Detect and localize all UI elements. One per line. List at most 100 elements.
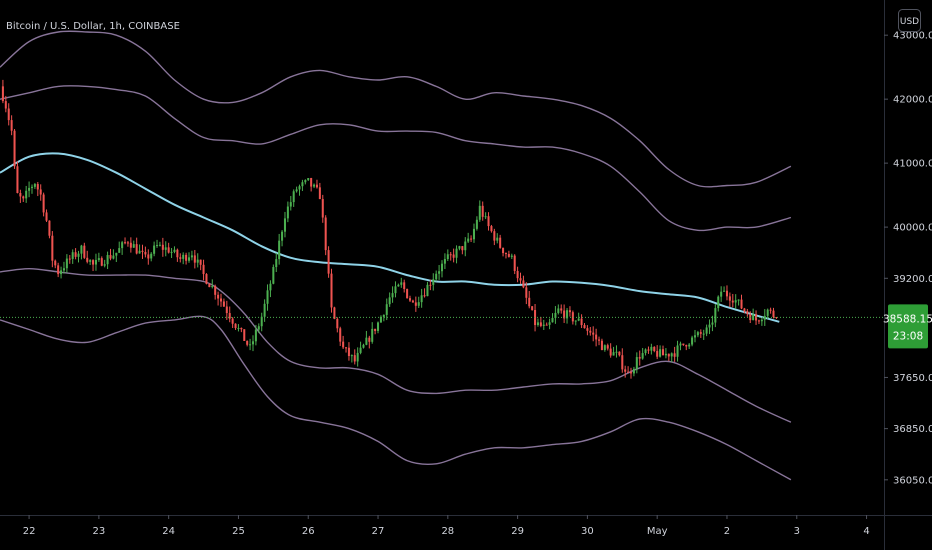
candle-body xyxy=(464,241,467,251)
candle-body xyxy=(289,202,292,207)
candle-body xyxy=(347,347,350,357)
price-tick-label: 36050.00 xyxy=(893,475,932,486)
candle-body xyxy=(406,289,409,299)
candle-body xyxy=(647,349,650,351)
candle-body xyxy=(62,268,65,271)
candle-body xyxy=(275,259,278,268)
candle-body xyxy=(699,332,702,334)
candle-body xyxy=(408,298,412,301)
candle-body xyxy=(315,184,318,188)
candle-body xyxy=(292,191,295,203)
candle-body xyxy=(757,320,760,322)
candle-body xyxy=(4,101,7,109)
candle-body xyxy=(112,255,115,259)
candle-body xyxy=(103,264,106,266)
candle-body xyxy=(118,248,121,253)
candle-body xyxy=(554,312,557,318)
candle-body xyxy=(702,333,705,335)
candle-body xyxy=(481,205,484,217)
candle-body xyxy=(106,255,109,265)
candle-body xyxy=(711,322,714,325)
candle-body xyxy=(566,310,569,319)
candle-body xyxy=(182,254,185,259)
candle-body xyxy=(440,263,444,272)
candle-body xyxy=(237,327,240,329)
candle-body xyxy=(57,265,60,275)
candle-body xyxy=(144,251,147,255)
candle-body xyxy=(33,184,36,187)
candle-body xyxy=(629,372,633,374)
candle-body xyxy=(193,255,196,263)
candle-body xyxy=(350,355,353,357)
candle-body xyxy=(51,235,54,261)
candle-body xyxy=(595,334,598,340)
candle-body xyxy=(487,216,490,227)
candle-body xyxy=(551,317,554,323)
candle-body xyxy=(94,259,97,265)
ma-line xyxy=(0,152,780,323)
candle-body xyxy=(356,352,359,362)
time-axis[interactable]: 22 23 24 25 26 27 28 29 30 May 2 3 4 xyxy=(23,515,870,537)
candle-body xyxy=(342,341,345,348)
candle-body xyxy=(560,308,563,311)
candle-body xyxy=(519,278,522,281)
candle-body xyxy=(124,242,127,244)
candle-body xyxy=(339,328,342,342)
candle-body xyxy=(659,349,662,357)
candle-body xyxy=(126,242,129,244)
candle-body xyxy=(635,357,638,369)
candle-body xyxy=(240,327,243,330)
time-tick-label: 30 xyxy=(581,526,594,537)
candle-body xyxy=(592,332,595,335)
candle-body xyxy=(77,253,80,257)
candle-body xyxy=(615,351,618,353)
time-tick-label: 25 xyxy=(232,526,245,537)
candle-body xyxy=(563,310,566,319)
candle-body xyxy=(536,322,539,326)
candle-body xyxy=(170,251,173,253)
candle-body xyxy=(266,290,269,304)
candle-body xyxy=(217,294,220,299)
candle-body xyxy=(371,328,374,342)
candle-body xyxy=(121,242,124,249)
candle-body xyxy=(682,343,685,346)
price-axis[interactable]: 43000.00 42000.00 41000.00 40000.00 39200.00… xyxy=(884,31,932,487)
candle-body xyxy=(723,290,726,292)
candle-body xyxy=(141,250,144,252)
candle-body xyxy=(138,250,141,254)
candle-body xyxy=(365,337,368,345)
candle-body xyxy=(641,353,644,359)
candle-body xyxy=(10,120,13,131)
candle-body xyxy=(743,308,746,312)
candle-body xyxy=(22,196,25,199)
band-upper-inner xyxy=(0,85,792,232)
candle-body xyxy=(612,352,615,356)
candle-body xyxy=(452,254,455,258)
candle-body xyxy=(714,308,717,323)
candle-body xyxy=(461,246,464,251)
candle-body xyxy=(443,259,446,264)
candle-body xyxy=(301,182,304,187)
candle-body xyxy=(330,273,333,308)
candle-body xyxy=(499,237,502,248)
candle-body xyxy=(574,320,577,322)
price-tick-label: 39200.00 xyxy=(893,274,932,285)
currency-button[interactable]: USD xyxy=(898,9,921,32)
candle-body xyxy=(516,270,519,279)
candle-body xyxy=(246,340,249,345)
candle-body xyxy=(190,255,193,258)
price-tick-label: 42000.00 xyxy=(893,95,932,106)
time-tick-label: 24 xyxy=(162,526,175,537)
candle-body xyxy=(685,345,688,347)
candle-body xyxy=(621,355,624,370)
candle-body xyxy=(577,318,580,321)
time-tick-label: 23 xyxy=(93,526,106,537)
candle-body xyxy=(251,341,255,345)
candle-body xyxy=(504,253,507,255)
candle-body xyxy=(557,308,560,313)
candle-body xyxy=(676,345,679,357)
candle-body xyxy=(580,318,583,326)
time-tick-label: 28 xyxy=(441,526,454,537)
candle-body xyxy=(80,245,83,254)
